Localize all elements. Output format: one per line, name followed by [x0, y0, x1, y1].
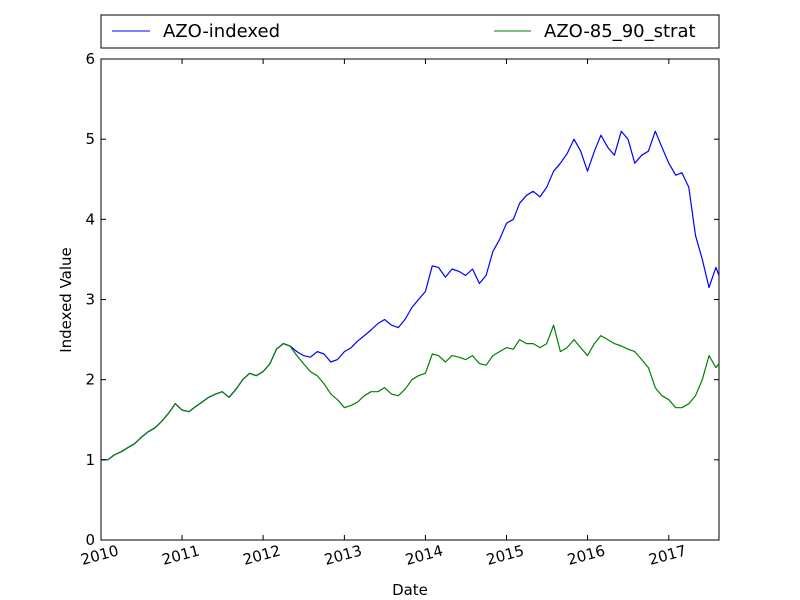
series-line-azo-85-90-strat [101, 324, 720, 461]
x-tick-label: 2011 [160, 542, 202, 569]
legend-label-azo-indexed: AZO-indexed [163, 21, 280, 42]
legend-frame [100, 14, 720, 49]
x-tick-label: 2014 [403, 542, 445, 569]
y-axis: 0 1 2 3 4 5 6 [85, 50, 719, 549]
y-axis-label: Indexed Value [57, 247, 75, 353]
legend-label-azo-85-90-strat: AZO-85_90_strat [544, 21, 696, 42]
x-tick-label: 2017 [647, 542, 689, 569]
y-tick-label: 6 [85, 50, 95, 68]
x-tick-label: 2013 [322, 542, 364, 569]
x-tick-label: 2015 [484, 542, 526, 569]
series-line-azo-indexed [101, 130, 720, 461]
x-tick-label: 2012 [241, 542, 283, 569]
y-tick-label: 4 [85, 210, 95, 228]
y-tick-label: 5 [85, 130, 95, 148]
legend: AZO-indexed AZO-85_90_strat [100, 14, 720, 49]
y-tick-label: 0 [85, 531, 95, 549]
x-axis-label: Date [392, 581, 428, 599]
x-axis: 2010 2011 2012 2013 2014 2015 2016 2017 [79, 59, 688, 569]
series-layer [101, 130, 720, 461]
plot-frame [100, 58, 720, 541]
y-tick-label: 3 [85, 291, 95, 309]
y-tick-label: 2 [85, 371, 95, 389]
y-tick-label: 1 [85, 451, 95, 469]
x-tick-label: 2016 [565, 542, 607, 569]
